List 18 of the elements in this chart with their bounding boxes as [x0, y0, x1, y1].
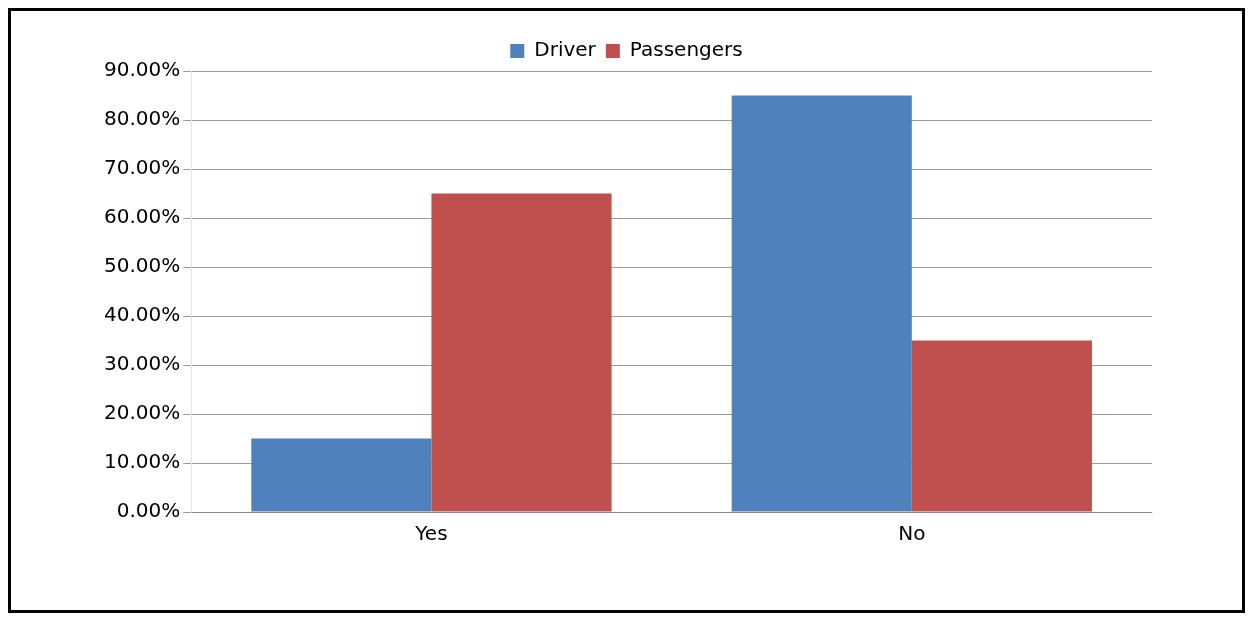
y-tick-label: 40.00%	[103, 302, 181, 327]
legend-label: Passengers	[629, 37, 743, 62]
bar	[431, 193, 612, 512]
y-tick-label: 90.00%	[103, 57, 181, 82]
y-tick-label: 70.00%	[103, 155, 181, 180]
y-tick-label: 30.00%	[103, 351, 181, 376]
x-tick-label: No	[898, 521, 926, 546]
y-tick-label: 10.00%	[103, 449, 181, 474]
x-tick-label: Yes	[414, 521, 448, 546]
bar	[911, 340, 1092, 512]
legend-label: Driver	[534, 37, 597, 62]
bar	[731, 95, 912, 512]
y-tick-label: 60.00%	[103, 204, 181, 229]
y-tick-label: 50.00%	[103, 253, 181, 278]
bar	[251, 438, 432, 512]
y-tick-label: 80.00%	[103, 106, 181, 131]
y-tick-label: 0.00%	[116, 498, 181, 523]
y-tick-label: 20.00%	[103, 400, 181, 425]
